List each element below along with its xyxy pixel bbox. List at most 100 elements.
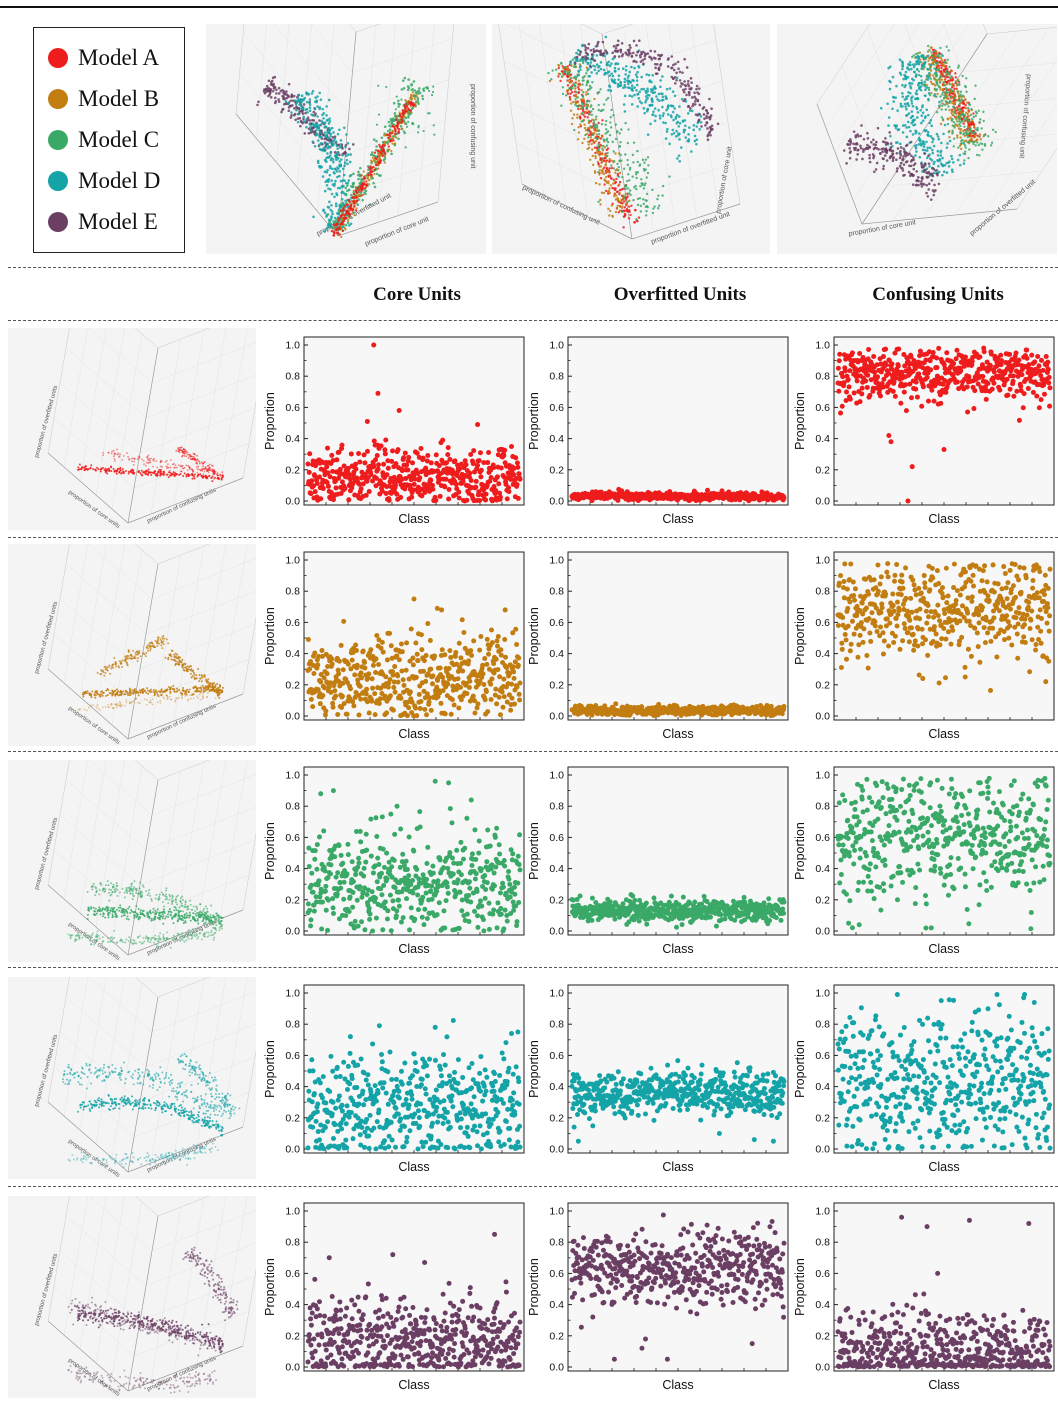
cloud-point xyxy=(165,459,168,462)
cloud-point xyxy=(432,85,435,88)
cloud-point xyxy=(587,134,591,137)
cloud-point xyxy=(695,125,699,128)
cloud-point xyxy=(166,688,169,691)
cloud-point xyxy=(372,165,375,169)
cloud-point xyxy=(335,228,339,232)
cloud-point xyxy=(622,215,626,218)
cloud-point xyxy=(946,142,949,145)
cloud-point xyxy=(404,146,407,149)
cloud-point xyxy=(914,129,917,133)
cloud-point xyxy=(655,95,658,98)
cloud-point xyxy=(859,144,862,148)
cloud-point xyxy=(169,653,172,656)
cloud-point xyxy=(635,60,638,64)
cloud-point xyxy=(695,87,698,91)
cloud-point xyxy=(577,125,580,129)
cloud-point xyxy=(127,470,130,473)
cloud-point xyxy=(569,92,572,95)
cloud-point xyxy=(162,640,165,643)
cloud-point xyxy=(929,157,932,161)
cloud-point xyxy=(267,94,270,98)
cloud-point xyxy=(906,120,910,124)
cloud-point xyxy=(124,469,127,472)
cloud-point xyxy=(921,64,924,68)
point-cloud xyxy=(563,35,703,163)
cloud-point xyxy=(620,188,623,191)
cloud-point xyxy=(619,81,623,85)
cloud-point xyxy=(577,107,580,111)
point-cloud xyxy=(284,89,360,233)
cloud-point xyxy=(172,659,175,662)
cloud-point xyxy=(935,95,938,98)
cloud-point xyxy=(602,138,605,141)
cloud-point xyxy=(325,227,329,230)
axis-line xyxy=(625,162,735,199)
cloud-point xyxy=(917,81,921,85)
cloud-point xyxy=(958,103,961,106)
cloud-point xyxy=(597,148,600,152)
axis-line xyxy=(923,27,1050,219)
cloud-point xyxy=(207,680,210,683)
cloud-point xyxy=(895,167,899,170)
cloud-point xyxy=(702,113,706,116)
cloud-point xyxy=(574,100,577,104)
cloud-point xyxy=(842,149,846,152)
cloud-point xyxy=(129,702,131,704)
cloud-point xyxy=(672,131,676,135)
cloud-point xyxy=(588,87,592,90)
cloud-point xyxy=(898,142,902,146)
cloud-point xyxy=(407,78,410,81)
cloud-point xyxy=(604,175,608,179)
cloud-point xyxy=(919,88,923,92)
cloud-point xyxy=(915,150,918,153)
cloud-point xyxy=(375,157,378,161)
cloud-point xyxy=(313,124,316,127)
cloud-point xyxy=(178,697,180,699)
cloud-point xyxy=(153,646,156,649)
cloud-point xyxy=(614,123,617,126)
cloud-point xyxy=(614,169,618,172)
cloud-point xyxy=(907,170,911,174)
cloud-point xyxy=(699,115,703,118)
cloud-point xyxy=(115,688,118,691)
cloud-point xyxy=(115,665,118,668)
cloud-point xyxy=(651,73,655,77)
cloud-point xyxy=(657,68,661,72)
cloud-point xyxy=(136,691,139,694)
cloud-point xyxy=(139,702,141,705)
cloud-point xyxy=(401,127,404,130)
cloud-point xyxy=(909,140,913,144)
cloud-point xyxy=(168,695,171,698)
cloud-point xyxy=(176,657,179,660)
cloud-point xyxy=(357,193,361,196)
cloud-point xyxy=(169,471,172,474)
cloud-point xyxy=(697,119,700,123)
cloud-point xyxy=(592,128,596,131)
cloud-point xyxy=(366,176,370,179)
cloud-point xyxy=(370,151,374,154)
cloud-point xyxy=(211,465,214,467)
cloud-point xyxy=(211,475,214,478)
cloud-point xyxy=(308,109,312,113)
cloud-point xyxy=(347,199,351,202)
cloud-point xyxy=(953,87,956,90)
cloud-point xyxy=(639,204,643,208)
cloud-point xyxy=(589,133,593,137)
cloud-point xyxy=(899,146,903,149)
cloud-point xyxy=(360,178,363,182)
cloud-point xyxy=(146,456,149,459)
cloud-point xyxy=(949,95,953,98)
cloud-point xyxy=(279,89,283,93)
cloud-point xyxy=(304,108,307,112)
cloud-point xyxy=(117,694,120,697)
cloud-point xyxy=(905,143,909,147)
3d-thumbnail-model-c: proportion of overfitted units proportio… xyxy=(8,760,256,962)
cloud-point xyxy=(686,79,690,83)
cloud-point xyxy=(901,104,904,108)
cloud-point xyxy=(174,699,177,702)
cloud-point xyxy=(599,88,602,91)
cloud-point xyxy=(601,157,605,160)
cloud-point xyxy=(601,40,605,44)
cloud-point xyxy=(623,110,627,113)
cloud-point xyxy=(110,703,113,706)
